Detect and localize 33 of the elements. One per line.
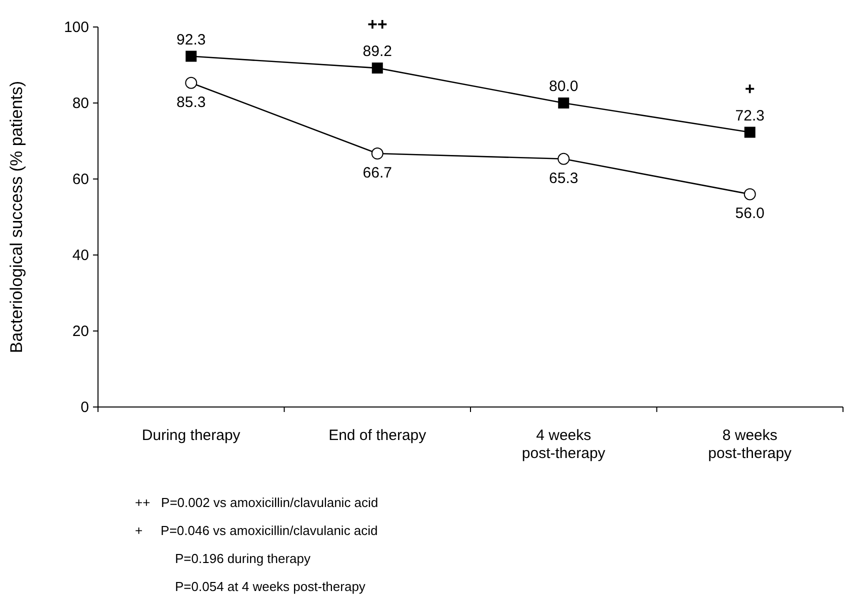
data-label: 66.7 — [362, 164, 392, 182]
data-label: 72.3 — [735, 107, 764, 124]
x-tick-label: During therapy — [142, 427, 241, 444]
data-label: 56.0 — [735, 205, 764, 222]
data-label: 89.2 — [362, 43, 392, 60]
x-tick-label: 8 weeks post-therapy — [708, 427, 792, 462]
point — [372, 62, 383, 74]
x-tick-label: 4 weeks post-therapy — [522, 427, 606, 462]
point — [185, 76, 198, 89]
data-label: 80.0 — [549, 78, 578, 95]
x-tick-label: End of therapy — [328, 427, 427, 444]
y-tick-label: 60 — [72, 171, 89, 188]
y-tick-label: 80 — [72, 95, 89, 112]
y-tick-label: 0 — [80, 399, 89, 416]
text: P=0.196 during therapy — [175, 551, 312, 566]
point — [371, 148, 384, 160]
data-label: 92.3 — [176, 31, 206, 48]
point — [558, 152, 570, 165]
y-axis-title: Bacteriological success (% patients) — [7, 80, 26, 354]
point — [186, 50, 197, 62]
annotation: + — [744, 79, 755, 98]
annotation: ++ — [367, 15, 388, 34]
text: + P=0.046 vs amoxicillin/clavulanic acid — [135, 523, 378, 538]
point — [744, 126, 756, 138]
point — [744, 188, 756, 200]
y-tick-label: 100 — [64, 19, 89, 36]
point — [558, 98, 570, 108]
text: P=0.054 at 4 weeks post-therapy — [175, 579, 366, 594]
text: ++ P=0.002 vs amoxicillin/clavulanic acid — [135, 495, 378, 510]
y-tick-label: 40 — [72, 247, 89, 264]
y-tick-label: 20 — [72, 323, 89, 340]
data-label: 85.3 — [176, 94, 206, 111]
data-label: 65.3 — [549, 170, 578, 187]
